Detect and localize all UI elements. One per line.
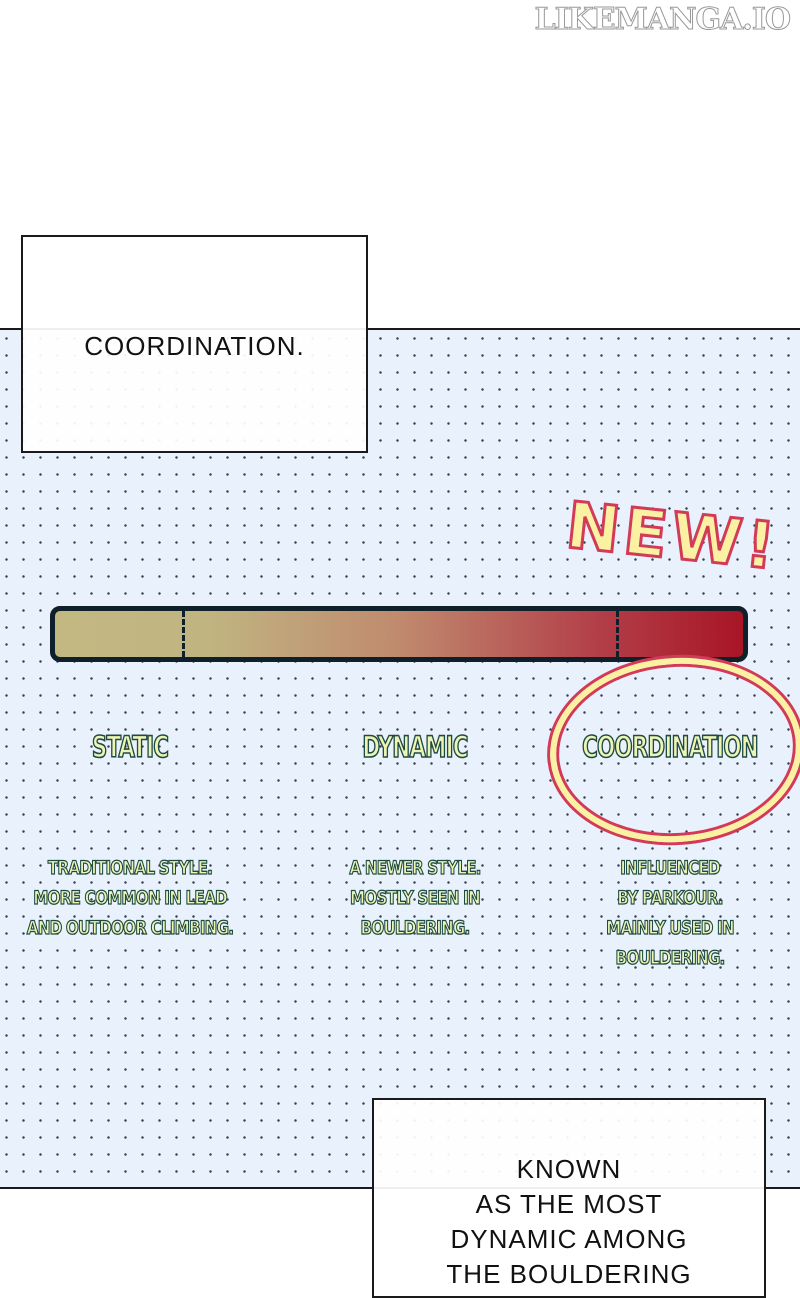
dotted-panel	[0, 328, 800, 1189]
description-static: TRADITIONAL STYLE. MORE COMMON IN LEAD A…	[10, 853, 250, 943]
caption-line: KNOWN	[516, 1154, 622, 1184]
description-line: AND OUTDOOR CLIMBING.	[26, 916, 234, 939]
caption-line: AS THE MOST	[475, 1189, 663, 1219]
description-line: INFLUENCED	[620, 856, 721, 879]
label-static: STATIC	[91, 729, 169, 765]
label-dynamic: DYNAMIC	[362, 729, 469, 765]
description-line: MAINLY USED IN	[606, 916, 735, 939]
spectrum-divider	[182, 611, 185, 657]
watermark-logo: LIKEMANGA.IO	[534, 2, 791, 38]
caption-line: DYNAMIC AMONG	[450, 1224, 688, 1254]
description-line: BY PARKOUR.	[617, 886, 724, 909]
label-coordination: COORDINATION	[582, 729, 760, 765]
description-coordination: INFLUENCED BY PARKOUR. MAINLY USED IN BO…	[582, 853, 758, 973]
description-dynamic: A NEWER STYLE. MOSTLY SEEN IN BOULDERING…	[319, 853, 511, 943]
description-line: A NEWER STYLE.	[349, 856, 482, 879]
caption-box-bottom: KNOWN AS THE MOST DYNAMIC AMONG THE BOUL…	[372, 1098, 766, 1298]
caption-text: COORDINATION.	[84, 331, 305, 361]
description-line: BOULDERING.	[615, 946, 726, 969]
description-line: MORE COMMON IN LEAD	[33, 886, 228, 909]
description-line: BOULDERING.	[360, 916, 471, 939]
caption-box-top: COORDINATION.	[21, 235, 368, 453]
description-line: TRADITIONAL STYLE.	[47, 856, 213, 879]
spectrum-divider	[616, 611, 619, 657]
caption-line: THE BOULDERING	[446, 1259, 692, 1289]
description-line: MOSTLY SEEN IN	[350, 886, 482, 909]
style-spectrum-bar	[50, 606, 748, 662]
